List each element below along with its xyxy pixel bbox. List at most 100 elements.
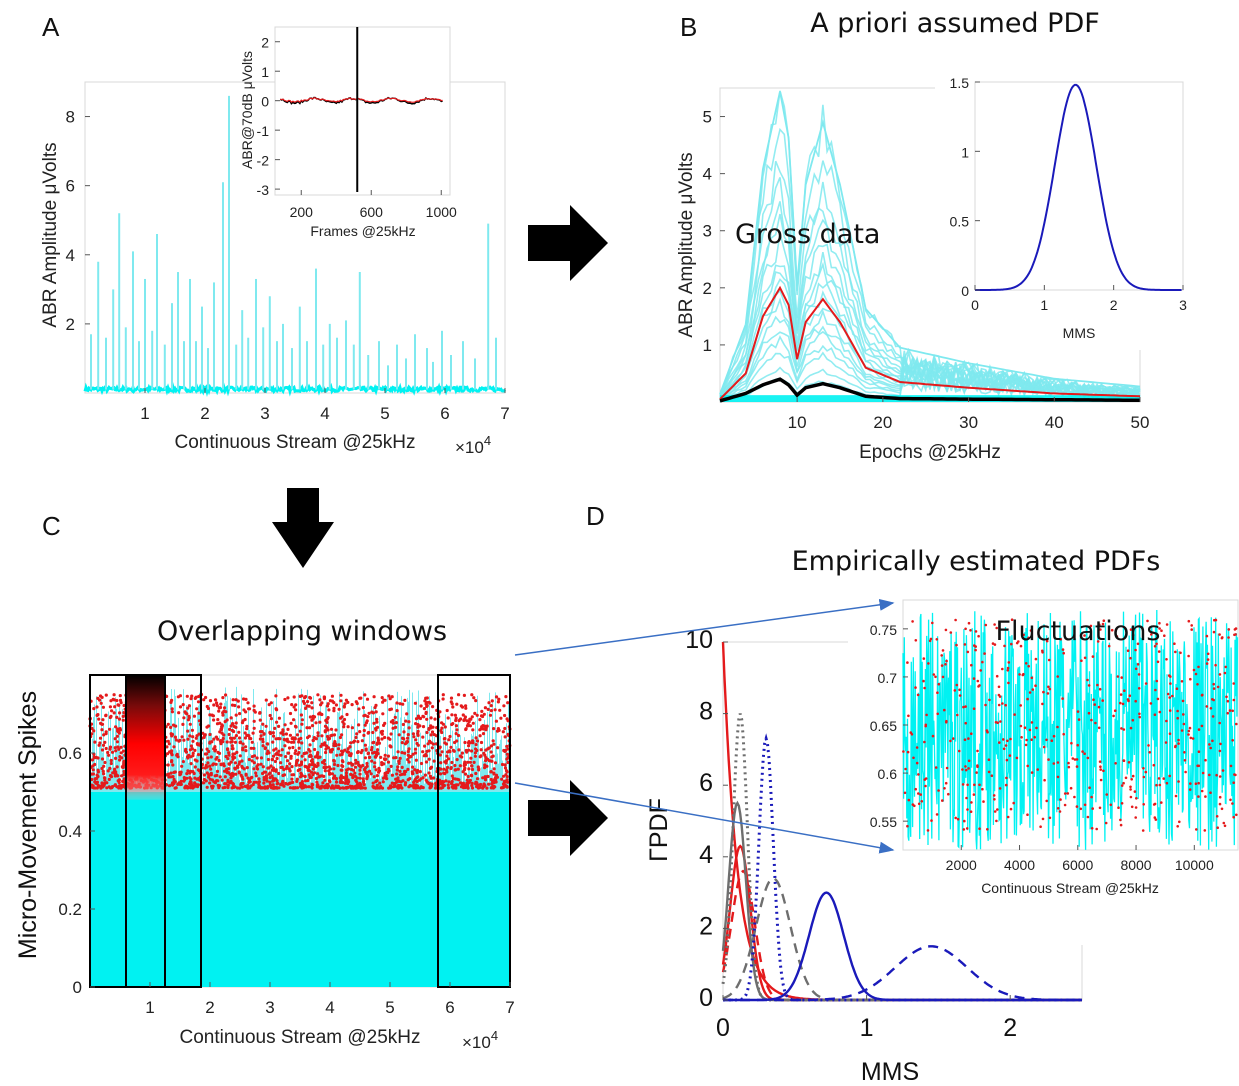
chart-c-spike-point <box>463 760 467 764</box>
chart-c-spike-point <box>383 735 387 740</box>
chart-a-inset-xtick-label: 1000 <box>426 204 457 220</box>
chart-c-spike-point <box>490 759 494 763</box>
chart-d-inset-point <box>973 783 976 787</box>
chart-c-spike-point <box>304 706 308 711</box>
chart-d-inset-point <box>927 662 930 665</box>
chart-c-spike-point <box>302 751 306 756</box>
chart-d-inset-point <box>1030 738 1033 741</box>
chart-d-inset-point <box>1063 803 1067 807</box>
chart-c-spike-point <box>288 733 292 737</box>
chart-c-spike-point <box>262 778 266 782</box>
chart-c-spike-point <box>326 702 330 706</box>
chart-d-inset-point <box>1120 727 1123 730</box>
chart-b-ylabel: ABR Amplitude μVolts <box>676 152 697 337</box>
chart-c-spike-point <box>298 694 302 699</box>
chart-c-spike-point <box>316 693 320 697</box>
chart-c-spike-point <box>344 771 348 775</box>
chart-c-spike-point <box>210 784 214 789</box>
chart-d-inset-point <box>1158 783 1162 787</box>
chart-d-inset-point <box>1192 668 1196 672</box>
arrow-right-icon-2 <box>528 780 608 856</box>
chart-c-spike-point <box>395 768 399 772</box>
chart-c-spike-point <box>300 774 304 778</box>
chart-d-inset-point <box>1129 628 1133 631</box>
chart-d-inset-point <box>1005 758 1009 762</box>
chart-d-inset-point <box>1023 726 1027 729</box>
chart-c-spike-point <box>414 722 418 726</box>
chart-c-spike-point <box>100 781 104 785</box>
chart-c-spike-point <box>233 740 238 744</box>
chart-c-spike-point <box>494 719 498 723</box>
chart-c-spike-point <box>479 740 484 745</box>
chart-c-spike-point <box>449 696 454 700</box>
chart-b-inset-gaussian <box>975 83 1182 291</box>
chart-c-spike-point <box>471 721 475 725</box>
chart-c-spike-point <box>371 711 375 715</box>
chart-c-spike-point <box>332 706 336 711</box>
chart-d-inset-point <box>1168 709 1172 712</box>
chart-c-spike-point <box>433 717 437 721</box>
chart-d-inset-xtick-label: 6000 <box>1062 857 1093 873</box>
chart-d-inset-point <box>1155 679 1159 683</box>
chart-d-inset-point <box>1154 818 1158 821</box>
chart-c-spike-point <box>354 735 358 740</box>
chart-c-spike-point <box>108 727 112 731</box>
chart-c-spike-point <box>377 766 381 770</box>
chart-c-spike-point <box>169 725 173 730</box>
chart-c-spike-point <box>117 780 121 785</box>
chart-c-spike-point <box>102 764 106 768</box>
chart-d-inset-point <box>1092 698 1095 701</box>
chart-c-spike-point <box>467 720 471 724</box>
chart-c-spike-point <box>496 727 500 731</box>
chart-c-spike-point <box>400 786 404 790</box>
chart-d-inset-point <box>945 659 948 663</box>
chart-c-spike-point <box>183 785 187 789</box>
chart-c-spike-point <box>302 701 306 706</box>
chart-d-inset-point <box>1147 744 1150 747</box>
chart-d-inset-point <box>943 787 946 790</box>
chart-d-inset-point <box>972 793 976 796</box>
chart-c-spike-point <box>119 751 123 755</box>
chart-c-spike-point <box>258 718 262 722</box>
chart-b-ytick-label: 2 <box>703 279 712 298</box>
chart-c-spike-point <box>245 724 249 728</box>
chart-d-inset-point <box>1177 780 1180 783</box>
chart-d-inset-point <box>1135 797 1138 800</box>
chart-d-inset-point <box>1173 642 1176 645</box>
chart-c-spike-point <box>291 745 295 750</box>
chart-c-spike-point <box>464 748 468 753</box>
chart-c-spike-point <box>483 753 487 757</box>
chart-c-spike-point <box>311 714 315 718</box>
chart-d-inset-point <box>998 741 1001 744</box>
chart-c-spike-point <box>323 769 327 773</box>
chart-d-inset-point <box>995 674 999 678</box>
chart-c-spike-point <box>308 695 312 700</box>
chart-c-spike-point <box>261 737 265 741</box>
chart-c-spike-point <box>234 725 238 730</box>
chart-d-inset-point <box>1010 642 1013 646</box>
chart-c-spike-point <box>113 705 117 709</box>
chart-c-spike-point <box>441 693 445 697</box>
chart-c-spike-point <box>101 743 106 747</box>
chart-c-spike-point <box>395 772 399 776</box>
chart-c-spike-point <box>288 786 292 790</box>
chart-d-inset-point <box>1216 826 1219 829</box>
chart-c-spike-point <box>478 728 482 732</box>
chart-d-inset-point <box>1205 662 1209 665</box>
chart-c-spike-point <box>189 755 193 759</box>
chart-c-spike-point <box>383 776 387 780</box>
chart-c-spike-point <box>263 746 267 751</box>
chart-c-spike-point <box>172 777 176 782</box>
chart-c-spike-point <box>332 709 336 713</box>
chart-c-spike-point <box>204 779 208 783</box>
chart-d-inset-point <box>1116 675 1120 678</box>
chart-c-spike-point <box>95 781 99 786</box>
chart-c-spike-point <box>316 734 320 738</box>
chart-a-inset-xtick-label: 600 <box>360 204 384 220</box>
chart-d-inset-point <box>1076 743 1079 747</box>
chart-d-ylabel: ΓPDF <box>645 798 673 862</box>
chart-c-spike-point <box>195 759 199 763</box>
chart-d-inset-point <box>1188 726 1192 730</box>
panel-label-a: A <box>42 12 60 42</box>
